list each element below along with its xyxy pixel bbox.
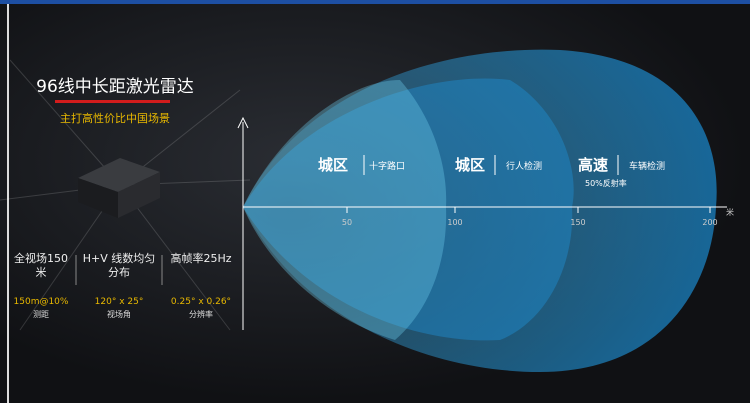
spec-value: 150m@10% bbox=[13, 297, 69, 307]
note: 50%反射率 bbox=[585, 179, 627, 188]
x-tick-label: 150 bbox=[570, 218, 586, 227]
spec-caption: 分辨率 bbox=[189, 310, 213, 319]
x-tick-label: 50 bbox=[341, 218, 353, 227]
device bbox=[78, 158, 160, 218]
zone-detail: 十字路口 bbox=[369, 162, 406, 172]
title: 96线中长距激光雷达 bbox=[36, 77, 194, 97]
zone-detail: 车辆检测 bbox=[629, 162, 666, 172]
zone-separators bbox=[363, 155, 619, 175]
axis-unit: 米 bbox=[726, 208, 734, 217]
subtitle: 主打高性价比中国场景 bbox=[60, 112, 170, 125]
x-tick-label: 200 bbox=[702, 218, 718, 227]
zone-middle bbox=[243, 78, 574, 341]
zone-inner bbox=[243, 80, 447, 340]
spec-value: 0.25° x 0.26° bbox=[170, 297, 232, 307]
zone-name: 城区 bbox=[455, 156, 486, 174]
x-tick-label: 100 bbox=[447, 218, 463, 227]
zone-name: 高速 bbox=[578, 156, 609, 174]
zone-name: 城区 bbox=[318, 156, 349, 174]
zone-detail: 行人检测 bbox=[506, 162, 543, 172]
title-underline bbox=[55, 100, 170, 103]
spec-caption: 测距 bbox=[33, 310, 49, 319]
top-border bbox=[0, 0, 750, 4]
spec-value: 120° x 25° bbox=[94, 297, 144, 307]
spec-label: H+V 线数均匀分布 bbox=[82, 252, 156, 279]
y-arrow bbox=[237, 116, 249, 129]
spec-caption: 视场角 bbox=[107, 310, 131, 319]
axis-ticks bbox=[346, 207, 711, 213]
spec-label: 全视场150米 bbox=[14, 252, 68, 279]
zone-outer bbox=[243, 49, 717, 373]
spec-label: 高帧率25Hz bbox=[170, 252, 232, 265]
left-border bbox=[7, 4, 9, 403]
spec-dividers bbox=[75, 255, 163, 285]
